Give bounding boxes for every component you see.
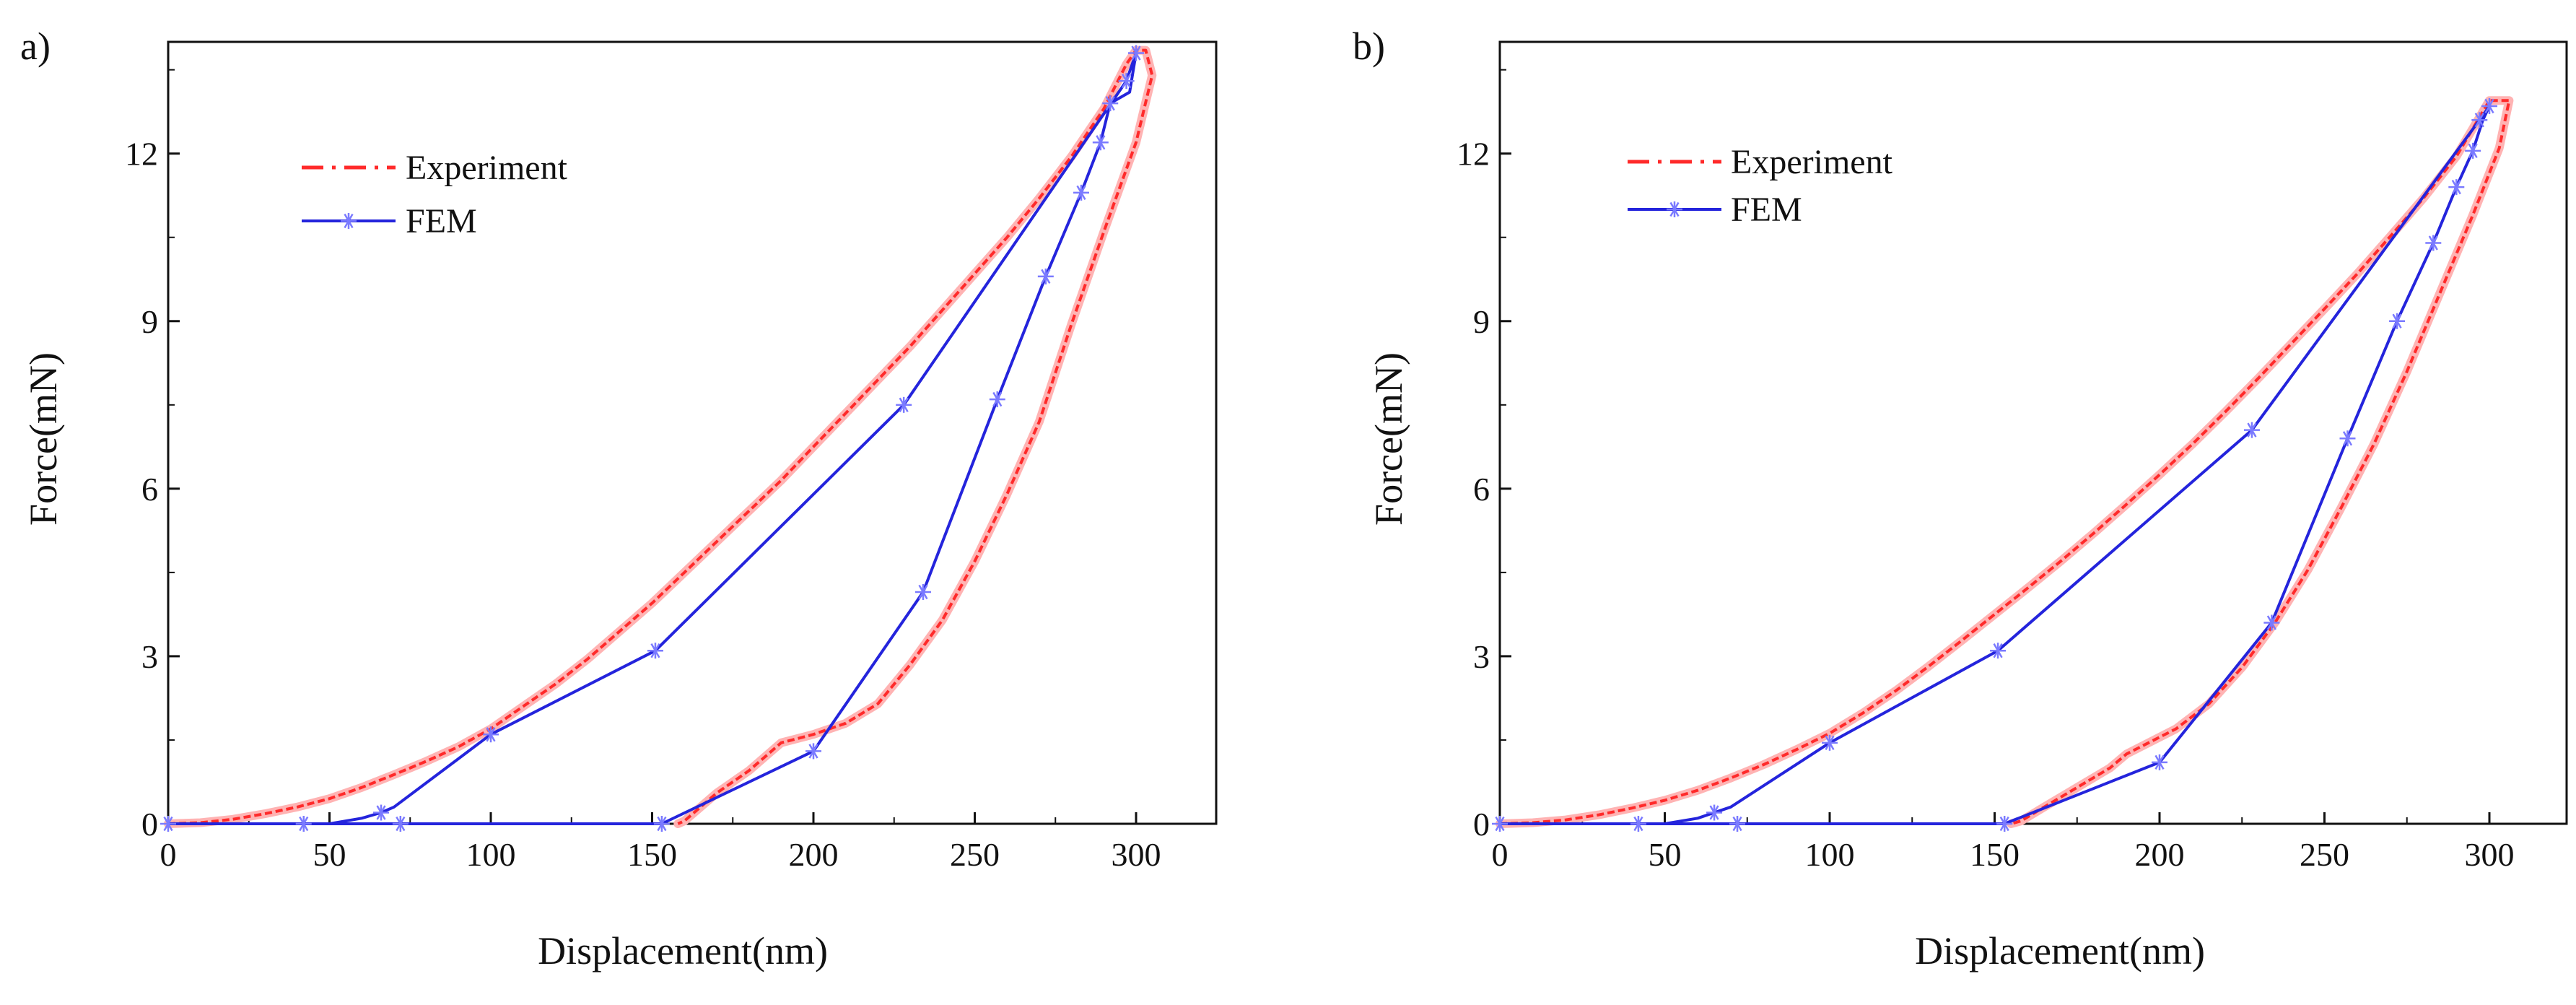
x-tick-label-b-0: 0 [1492,836,1509,873]
legend-fem-label-a: FEM [406,202,477,240]
fem-marker-a-3 [373,804,390,821]
fem-marker-b-10 [2448,179,2465,196]
fem-marker-a-8 [1128,45,1144,61]
fem-marker-a-7 [1118,73,1135,90]
fem-marker-a-9 [1102,95,1119,112]
legend-star-shape-b [1667,201,1682,217]
fem-marker-b-4 [1822,734,1838,751]
legend-experiment-label-a: Experiment [406,149,568,187]
legend-fem-marker-a [341,213,357,229]
panel-label-a: a) [20,25,51,68]
fem-marker-b-8 [2481,97,2497,114]
fem-marker-b-0 [1492,816,1508,832]
legend-star-shape-a [341,213,357,229]
fem-marker-b-2 [1729,816,1746,832]
x-tick-label-b-6: 300 [2465,836,2515,873]
fem-line-b [1500,105,2491,825]
fem-marker-b-6 [2243,422,2260,438]
x-tick-label-b-1: 50 [1649,836,1682,873]
y-tick-label-b-2: 6 [1473,471,1490,508]
fem-marker-b-12 [2389,313,2406,329]
fem-marker-a-5 [647,643,663,659]
fem-marker-b-13 [2339,430,2356,447]
x-tick-label-a-5: 250 [950,836,1000,873]
x-tick-label-a-4: 200 [789,836,839,873]
fem-marker-b-3 [1706,804,1723,821]
x-tick-label-b-5: 250 [2300,836,2349,873]
legend-a: Experiment FEM [302,149,568,240]
panel-label-b: b) [1353,25,1385,68]
fem-marker-b-1 [1630,816,1646,832]
x-ticks-b: 0 50 100 150 200 250 300 [1492,812,2515,873]
fem-marker-a-12 [1037,268,1054,284]
fem-marker-a-14 [914,583,931,600]
fem-markers-b [1492,97,2497,832]
x-tick-label-a-2: 100 [466,836,516,873]
fem-marker-a-1 [295,816,312,832]
fem-marker-b-16 [1996,816,2013,832]
chart-panel-b: b) 0 50 100 150 200 250 300 0 3 6 9 12 Experiment … [1353,25,2568,973]
fem-marker-b-7 [2471,112,2488,129]
x-ticks-a: 0 50 100 150 200 250 300 [160,812,1161,873]
fem-marker-b-11 [2425,235,2442,251]
y-axis-title-b: Force(mN) [1367,352,1410,526]
fem-marker-a-6 [896,396,912,413]
fem-marker-a-13 [989,391,1005,408]
y-axis-title-a: Force(mN) [22,352,65,526]
y-tick-label-a-2: 6 [141,471,158,508]
y-tick-label-a-1: 3 [141,638,158,675]
plot-frame-b [1498,40,2568,825]
x-tick-label-a-0: 0 [160,836,177,873]
y-tick-label-b-3: 9 [1473,303,1490,340]
fem-marker-b-5 [1990,643,2007,659]
x-tick-label-a-3: 150 [627,836,677,873]
experiment-line-a [167,48,1154,825]
y-tick-label-b-4: 12 [1457,136,1490,173]
fem-marker-b-9 [2465,142,2481,159]
fem-marker-a-11 [1073,184,1090,201]
x-axis-title-b: Displacement(nm) [1915,929,2205,973]
fem-marker-a-4 [483,726,499,743]
y-ticks-a: 0 3 6 9 12 [125,69,180,843]
curves-a [164,45,1157,828]
legend-experiment-label-b: Experiment [1731,143,1893,181]
experiment-line-b [1499,99,2511,825]
plot-frame-a [167,40,1218,825]
fem-markers-a [160,45,1144,832]
x-tick-label-b-2: 100 [1805,836,1855,873]
y-tick-label-b-1: 3 [1473,638,1490,675]
y-tick-label-a-4: 12 [125,136,158,173]
x-tick-label-b-3: 150 [1970,836,2020,873]
fem-marker-b-15 [2152,754,2167,770]
fem-line-a [168,51,1138,825]
fem-marker-a-0 [160,816,176,832]
fem-marker-b-14 [2263,614,2280,631]
y-tick-label-b-0: 0 [1473,806,1490,843]
y-tick-label-a-3: 9 [141,303,158,340]
y-ticks-b: 0 3 6 9 12 [1457,69,1511,843]
x-axis-title-a: Displacement(nm) [538,929,828,973]
x-tick-label-b-4: 200 [2135,836,2185,873]
fem-marker-a-2 [392,816,409,832]
legend-b: Experiment FEM [1628,143,1893,229]
x-tick-label-a-1: 50 [313,836,346,873]
x-tick-label-a-6: 300 [1112,836,1161,873]
legend-fem-marker-b [1667,201,1682,217]
fem-marker-a-16 [653,816,670,832]
y-tick-label-a-0: 0 [141,806,158,843]
fem-marker-a-10 [1092,134,1109,151]
legend-fem-label-b: FEM [1731,191,1802,229]
fem-marker-a-15 [805,743,821,760]
chart-panel-a: a) 0 50 100 150 200 250 300 0 3 6 9 12 Experiment … [20,25,1218,973]
